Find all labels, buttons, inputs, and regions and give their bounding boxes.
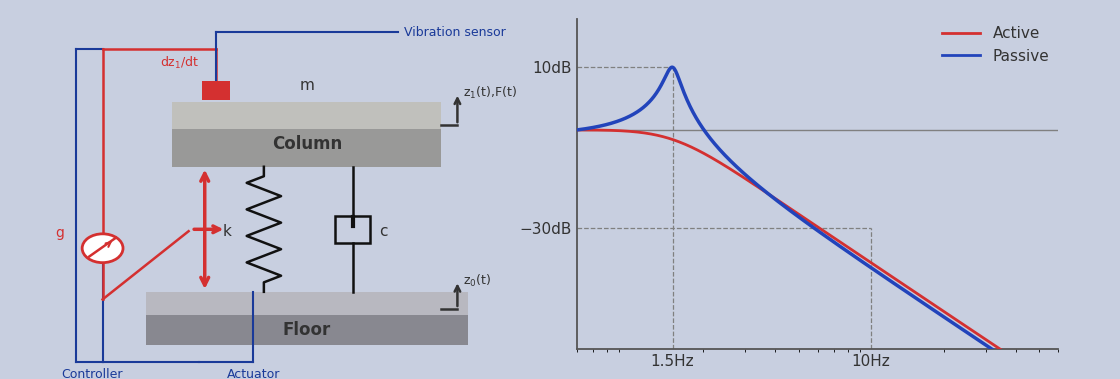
Text: Column: Column	[272, 135, 342, 153]
Text: z$_1$(t),F(t): z$_1$(t),F(t)	[463, 85, 516, 101]
Text: Floor: Floor	[282, 321, 332, 339]
Text: Controller: Controller	[62, 368, 122, 379]
Text: Actuator: Actuator	[226, 368, 280, 379]
Circle shape	[82, 234, 123, 263]
Text: Vibration sensor: Vibration sensor	[403, 26, 505, 39]
Text: k: k	[223, 224, 232, 239]
Bar	[172, 102, 441, 129]
Text: g: g	[55, 226, 64, 240]
Bar	[202, 81, 230, 100]
Bar	[146, 292, 468, 315]
Text: m: m	[299, 78, 315, 93]
Bar	[335, 216, 370, 243]
Bar	[146, 292, 468, 345]
Legend: Active, Passive: Active, Passive	[936, 20, 1055, 70]
Bar	[172, 102, 441, 167]
Text: z$_0$(t): z$_0$(t)	[463, 273, 491, 288]
Text: dz$_1$/dt: dz$_1$/dt	[160, 55, 199, 70]
Text: c: c	[380, 224, 388, 239]
